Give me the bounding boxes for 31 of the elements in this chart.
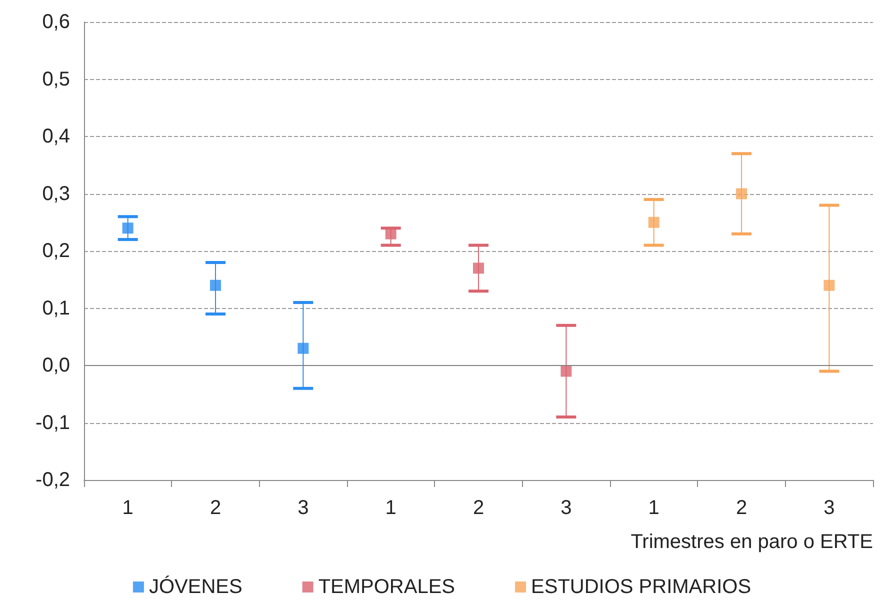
- x-tick-label: 1: [385, 497, 396, 519]
- x-tick-label: 2: [210, 497, 222, 519]
- point: [648, 216, 660, 228]
- y-tick-label: -0,2: [36, 469, 70, 491]
- y-tick-label: 0,2: [42, 240, 70, 262]
- point: [122, 222, 134, 234]
- legend-label: TEMPORALES: [318, 576, 456, 598]
- y-tick-label: 0,3: [42, 182, 70, 205]
- x-tick-label: 3: [560, 497, 572, 519]
- x-tick-label: 2: [736, 497, 748, 519]
- y-tick-label: 0,1: [42, 297, 70, 320]
- x-tick-label: 2: [472, 497, 484, 519]
- point: [298, 342, 309, 354]
- point: [736, 188, 747, 200]
- x-tick-label: 1: [648, 497, 660, 519]
- point: [824, 280, 835, 291]
- y-tick-label: 0,5: [42, 68, 70, 90]
- legend-label: JÓVENES: [148, 575, 242, 598]
- x-tick-label: 3: [298, 497, 309, 519]
- y-tick-label: 0,4: [42, 126, 70, 148]
- point: [385, 228, 396, 240]
- point: [210, 280, 221, 291]
- point: [560, 366, 572, 377]
- x-tick-label: 3: [824, 497, 835, 519]
- x-axis-title: Trimestres en paro o ERTE: [630, 531, 873, 553]
- x-tick-label: 1: [122, 497, 134, 519]
- y-tick-label: -0,1: [36, 412, 70, 434]
- point: [473, 262, 484, 274]
- legend-label: ESTUDIOS PRIMARIOS: [531, 576, 752, 598]
- y-tick-label: 0,0: [42, 354, 70, 376]
- y-tick-label: 0,6: [42, 11, 70, 33]
